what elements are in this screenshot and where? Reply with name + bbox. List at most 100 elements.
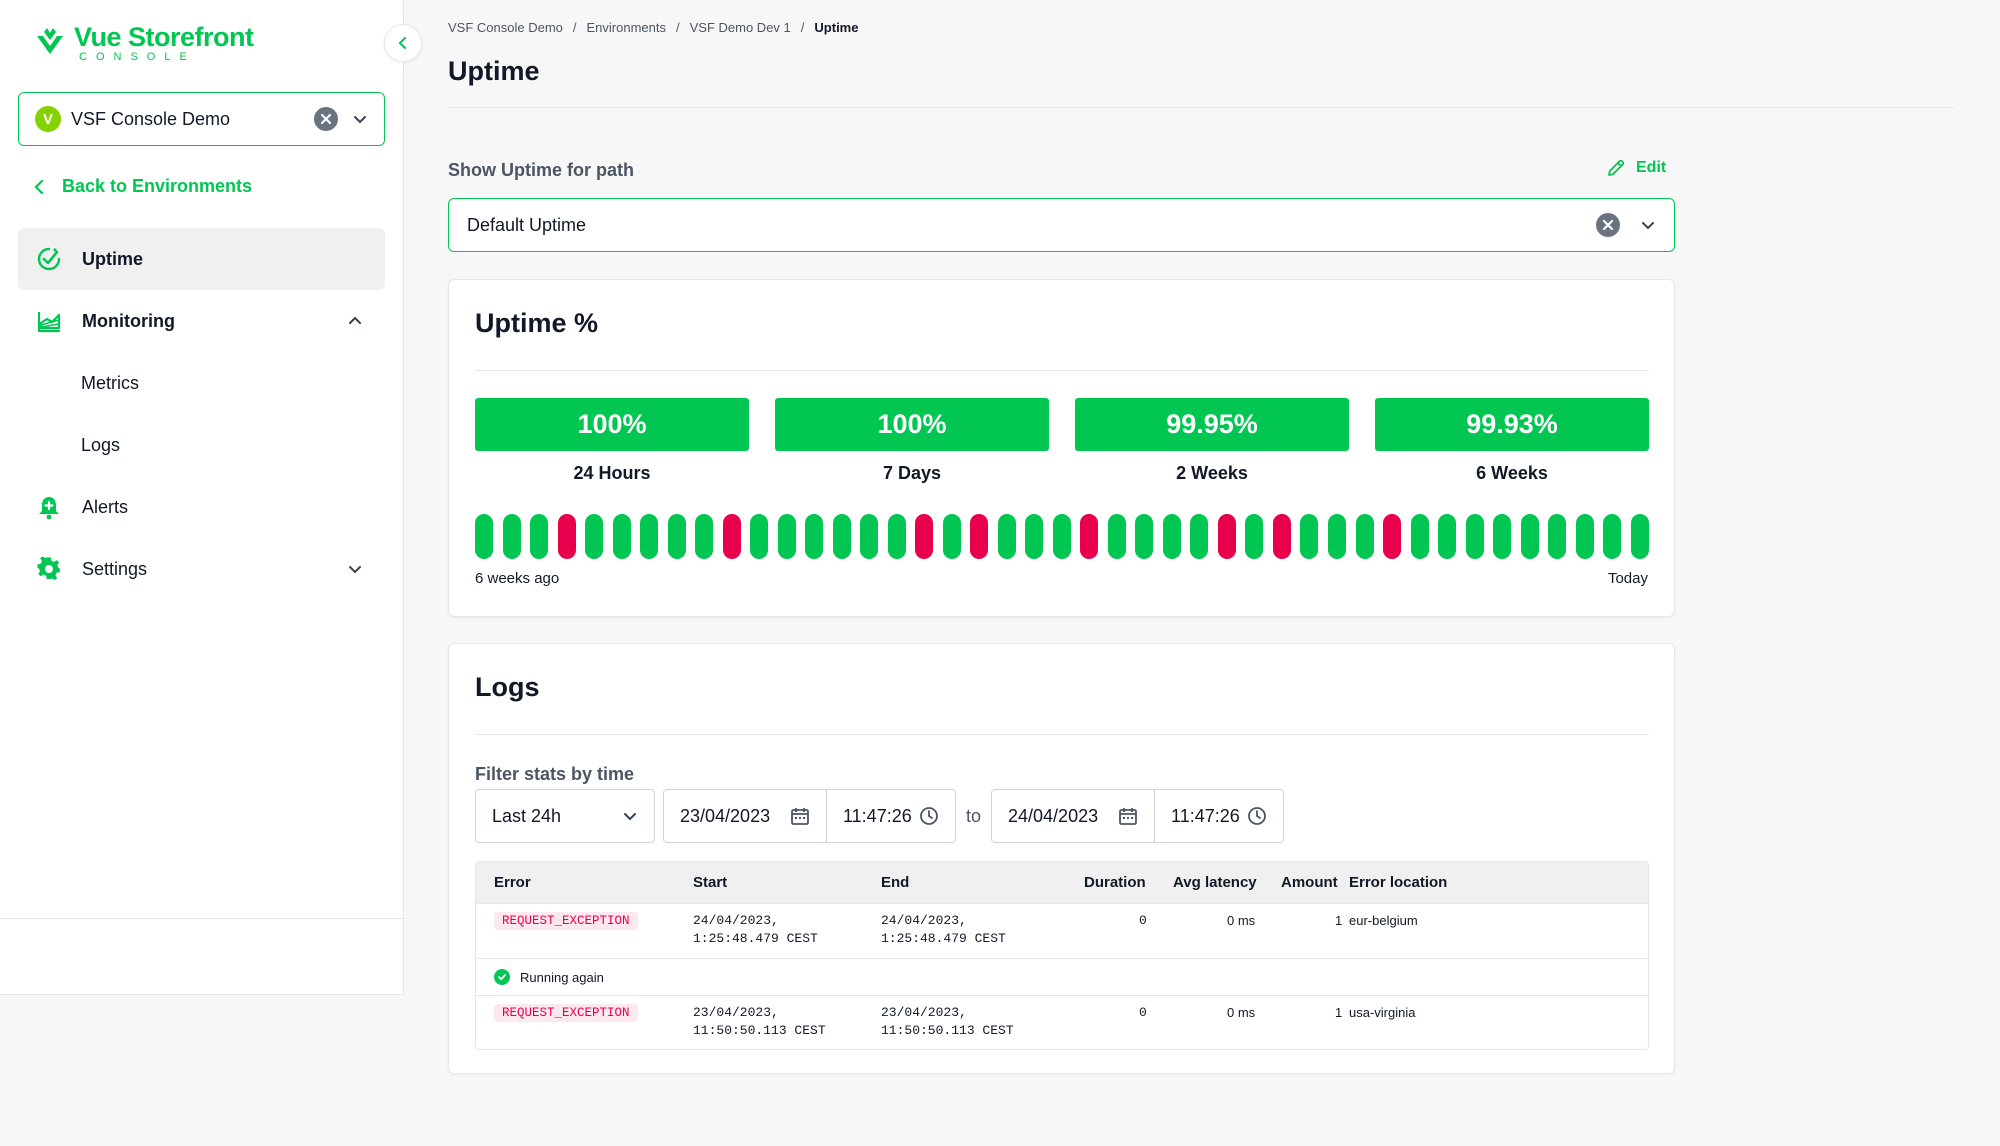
uptime-bar-up[interactable] (1493, 514, 1512, 559)
end-cell: 24/04/2023, 1:25:48.479 CEST (881, 912, 1006, 948)
breadcrumb-item[interactable]: VSF Console Demo (448, 20, 563, 35)
uptime-bar-up[interactable] (750, 514, 769, 559)
sidebar-item-uptime[interactable]: Uptime (18, 228, 385, 290)
gear-icon (36, 556, 62, 582)
to-date-input[interactable]: 24/04/2023 (991, 789, 1156, 843)
to-time-input[interactable]: 11:47:26 (1155, 789, 1285, 843)
uptime-bar-down[interactable] (722, 514, 741, 559)
uptime-bar-up[interactable] (805, 514, 824, 559)
uptime-bar-up[interactable] (1052, 514, 1071, 559)
brand-name: Vue Storefront (74, 22, 254, 52)
collapse-sidebar-button[interactable] (384, 24, 422, 62)
breadcrumb-separator: / (800, 20, 805, 35)
uptime-bar-up[interactable] (1107, 514, 1126, 559)
uptime-bar-up[interactable] (667, 514, 686, 559)
uptime-bar-up[interactable] (1603, 514, 1622, 559)
table-row[interactable]: REQUEST_EXCEPTION 24/04/2023, 1:25:48.47… (476, 903, 1648, 958)
chevron-left-icon (34, 179, 44, 194)
uptime-bar-up[interactable] (1162, 514, 1181, 559)
uptime-bar-up[interactable] (1465, 514, 1484, 559)
uptime-stat-label: 2 Weeks (1176, 463, 1248, 483)
sidebar-item-settings[interactable]: Settings (18, 538, 385, 600)
uptime-bar-up[interactable] (502, 514, 521, 559)
uptime-check-icon (36, 246, 62, 272)
uptime-bar-up[interactable] (530, 514, 549, 559)
table-header: Error Start End Duration Avg latency Amo… (476, 862, 1648, 903)
uptime-bar-down[interactable] (970, 514, 989, 559)
calendar-icon[interactable] (790, 806, 810, 826)
start-date: 23/04/2023, (693, 1005, 779, 1020)
start-time: 11:50:50.113 CEST (693, 1023, 826, 1038)
uptime-bar-up[interactable] (777, 514, 796, 559)
chevron-down-icon[interactable] (1640, 217, 1656, 233)
uptime-bar-down[interactable] (1272, 514, 1291, 559)
uptime-bar-up[interactable] (585, 514, 604, 559)
table-row-status: Running again (476, 958, 1648, 995)
uptime-bar-up[interactable] (612, 514, 631, 559)
uptime-bar-up[interactable] (887, 514, 906, 559)
sidebar-item-metrics[interactable]: Metrics (81, 372, 139, 393)
from-time-input[interactable]: 11:47:26 (827, 789, 956, 843)
uptime-stat-label: 6 Weeks (1476, 463, 1548, 483)
uptime-bar-down[interactable] (1080, 514, 1099, 559)
uptime-bar-up[interactable] (1025, 514, 1044, 559)
sidebar-item-monitoring[interactable]: Monitoring (18, 290, 385, 352)
path-select[interactable]: Default Uptime (448, 198, 1675, 252)
uptime-bar-up[interactable] (1548, 514, 1567, 559)
uptime-bar-up[interactable] (1438, 514, 1457, 559)
calendar-icon[interactable] (1118, 806, 1138, 826)
uptime-bar-up[interactable] (997, 514, 1016, 559)
uptime-bar-up[interactable] (1410, 514, 1429, 559)
uptime-bar-up[interactable] (1300, 514, 1319, 559)
from-date-input[interactable]: 23/04/2023 (663, 789, 827, 843)
breadcrumb-item[interactable]: VSF Demo Dev 1 (689, 20, 791, 35)
clock-icon[interactable] (1247, 806, 1267, 826)
sidebar-item-logs[interactable]: Logs (81, 434, 121, 455)
uptime-bar-down[interactable] (1217, 514, 1236, 559)
start-cell: 23/04/2023, 11:50:50.113 CEST (693, 1004, 826, 1040)
sidebar-nav: Uptime Monitoring Metrics Logs Alerts Se… (18, 228, 385, 600)
from-time-value: 11:47:26 (843, 805, 912, 826)
chevron-down-icon[interactable] (352, 111, 368, 127)
uptime-bar-up[interactable] (640, 514, 659, 559)
page-title: Uptime (448, 56, 540, 86)
back-to-environments-link[interactable]: Back to Environments (34, 176, 252, 197)
uptime-bar-down[interactable] (1383, 514, 1402, 559)
amount-cell: 1 (1335, 913, 1343, 928)
time-filter-row: Last 24h 23/04/2023 11:47:26 to 24/04/20… (475, 789, 1285, 843)
breadcrumb-item[interactable]: Environments (586, 20, 666, 35)
clear-project-icon[interactable] (314, 107, 338, 131)
uptime-bar-up[interactable] (1355, 514, 1374, 559)
uptime-bar-up[interactable] (860, 514, 879, 559)
uptime-bar-up[interactable] (1630, 514, 1649, 559)
uptime-bar-up[interactable] (942, 514, 961, 559)
uptime-bar-up[interactable] (1190, 514, 1209, 559)
uptime-bar-up[interactable] (695, 514, 714, 559)
logs-table: Error Start End Duration Avg latency Amo… (475, 861, 1649, 1050)
uptime-bar-down[interactable] (557, 514, 576, 559)
project-selector[interactable]: V VSF Console Demo (18, 92, 385, 146)
sidebar-item-alerts[interactable]: Alerts (18, 476, 385, 538)
sidebar-item-label: Alerts (82, 496, 129, 517)
chevron-down-icon (624, 813, 636, 821)
end-cell: 23/04/2023, 11:50:50.113 CEST (881, 1004, 1014, 1040)
uptime-bar-up[interactable] (475, 514, 493, 559)
uptime-bar-up[interactable] (1575, 514, 1594, 559)
table-row[interactable]: REQUEST_EXCEPTION 23/04/2023, 11:50:50.1… (476, 995, 1648, 1049)
uptime-bar-up[interactable] (1327, 514, 1346, 559)
brand-logo[interactable]: Vue Storefront CONSOLE (34, 24, 254, 63)
path-filter-label: Show Uptime for path (448, 160, 634, 180)
uptime-bar-up[interactable] (832, 514, 851, 559)
vsf-logo-icon (37, 28, 63, 54)
uptime-bar-down[interactable] (915, 514, 934, 559)
edit-path-button[interactable]: Edit (1606, 158, 1666, 178)
uptime-stat-6w: 99.93% 6 Weeks (1375, 398, 1649, 484)
clock-icon[interactable] (919, 806, 939, 826)
clear-path-icon[interactable] (1596, 213, 1620, 237)
time-range-select[interactable]: Last 24h (475, 789, 655, 843)
breadcrumb-separator: / (676, 20, 680, 35)
uptime-bar-up[interactable] (1245, 514, 1264, 559)
uptime-bar-up[interactable] (1520, 514, 1539, 559)
uptime-bar-up[interactable] (1135, 514, 1154, 559)
duration-cell: 0 (1139, 913, 1147, 928)
